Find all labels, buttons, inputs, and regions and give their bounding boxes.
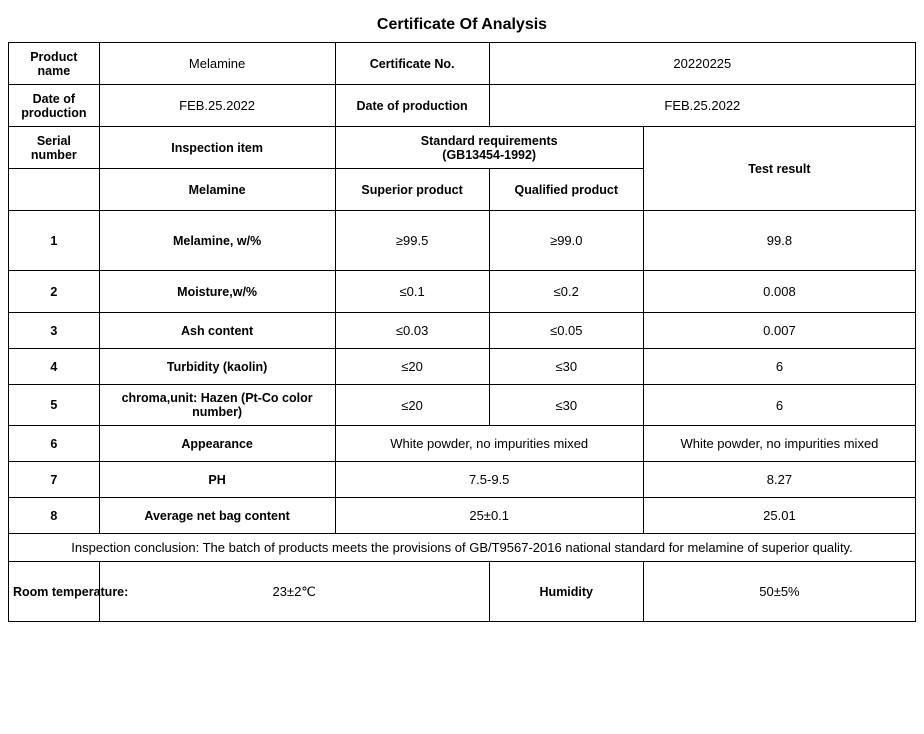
coa-table: Certificate Of Analysis Product name Mel… [8,8,916,622]
table-row: 4Turbidity (kaolin)≤20≤306 [9,349,916,385]
qualified-cell: ≥99.0 [489,211,643,271]
humidity-label: Humidity [489,562,643,622]
serial-cell: 8 [9,498,100,534]
date-prod-1: FEB.25.2022 [99,85,335,127]
inspection-item-cell: PH [99,462,335,498]
data-rows: 1Melamine, w/%≥99.5≥99.099.82Moisture,w/… [9,211,916,534]
room-temp-value: 23±2℃ [99,562,489,622]
inspection-item-cell: Melamine, w/% [99,211,335,271]
inspection-header: Inspection item [99,127,335,169]
result-cell: 99.8 [643,211,915,271]
humidity-value: 50±5% [643,562,915,622]
result-cell: 0.007 [643,313,915,349]
info-row-1: Product name Melamine Certificate No. 20… [9,43,916,85]
table-row: 5chroma,unit: Hazen (Pt-Co color number)… [9,385,916,426]
result-cell: 6 [643,349,915,385]
date-prod-label-2: Date of production [335,85,489,127]
page-title: Certificate Of Analysis [9,8,916,43]
serial-cell: 1 [9,211,100,271]
conclusion-text: Inspection conclusion: The batch of prod… [9,534,916,562]
table-row: 8Average net bag content25±0.125.01 [9,498,916,534]
standard-merged-cell: 7.5-9.5 [335,462,643,498]
standard-header: Standard requirements (GB13454-1992) [335,127,643,169]
result-cell: 0.008 [643,271,915,313]
header-row-1: Serial number Inspection item Standard r… [9,127,916,169]
table-row: 3Ash content≤0.03≤0.050.007 [9,313,916,349]
product-name: Melamine [99,43,335,85]
superior-cell: ≤20 [335,349,489,385]
room-temp-label: Room temperature: [9,562,100,622]
superior-cell: ≤20 [335,385,489,426]
qualified-cell: ≤0.2 [489,271,643,313]
serial-cell: 3 [9,313,100,349]
inspection-item-cell: Appearance [99,426,335,462]
serial-cell: 6 [9,426,100,462]
inspection-item-cell: Turbidity (kaolin) [99,349,335,385]
result-cell: 25.01 [643,498,915,534]
subhead-melamine: Melamine [99,169,335,211]
serial-cell: 4 [9,349,100,385]
date-prod-label-1: Date of production [9,85,100,127]
info-row-2: Date of production FEB.25.2022 Date of p… [9,85,916,127]
inspection-item-cell: Moisture,w/% [99,271,335,313]
result-cell: 6 [643,385,915,426]
result-cell: White powder, no impurities mixed [643,426,915,462]
table-row: 7PH7.5-9.58.27 [9,462,916,498]
standard-header-line2: (GB13454-1992) [442,148,536,162]
inspection-item-cell: Ash content [99,313,335,349]
serial-cell: 2 [9,271,100,313]
conclusion-row: Inspection conclusion: The batch of prod… [9,534,916,562]
serial-header: Serial number [9,127,100,169]
subhead-blank [9,169,100,211]
cert-no: 20220225 [489,43,915,85]
superior-cell: ≥99.5 [335,211,489,271]
cert-no-label: Certificate No. [335,43,489,85]
standard-header-line1: Standard requirements [421,134,558,148]
table-row: 1Melamine, w/%≥99.5≥99.099.8 [9,211,916,271]
qualified-cell: ≤0.05 [489,313,643,349]
serial-cell: 5 [9,385,100,426]
qualified-cell: ≤30 [489,385,643,426]
superior-cell: ≤0.03 [335,313,489,349]
superior-header: Superior product [335,169,489,211]
qualified-cell: ≤30 [489,349,643,385]
inspection-item-cell: Average net bag content [99,498,335,534]
qualified-header: Qualified product [489,169,643,211]
test-result-header: Test result [643,127,915,211]
footer-row: Room temperature: 23±2℃ Humidity 50±5% [9,562,916,622]
superior-cell: ≤0.1 [335,271,489,313]
standard-merged-cell: White powder, no impurities mixed [335,426,643,462]
inspection-item-cell: chroma,unit: Hazen (Pt-Co color number) [99,385,335,426]
product-name-label: Product name [9,43,100,85]
table-row: 2Moisture,w/%≤0.1≤0.20.008 [9,271,916,313]
result-cell: 8.27 [643,462,915,498]
table-row: 6AppearanceWhite powder, no impurities m… [9,426,916,462]
serial-cell: 7 [9,462,100,498]
title-row: Certificate Of Analysis [9,8,916,43]
date-prod-2: FEB.25.2022 [489,85,915,127]
standard-merged-cell: 25±0.1 [335,498,643,534]
